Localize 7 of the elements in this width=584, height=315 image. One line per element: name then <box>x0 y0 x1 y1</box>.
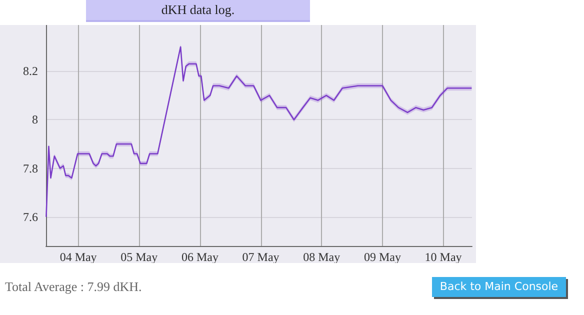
chart-title: dKH data log. <box>86 0 310 22</box>
y-tick-label: 8.2 <box>23 64 38 78</box>
y-tick-label: 8 <box>32 112 38 127</box>
y-tick-label: 7.8 <box>23 161 38 176</box>
text: Total Average : 7.99 dKH. <box>5 279 142 295</box>
y-tick-label: 7.6 <box>23 210 38 224</box>
back-button[interactable]: Back to Main Console <box>432 277 566 297</box>
